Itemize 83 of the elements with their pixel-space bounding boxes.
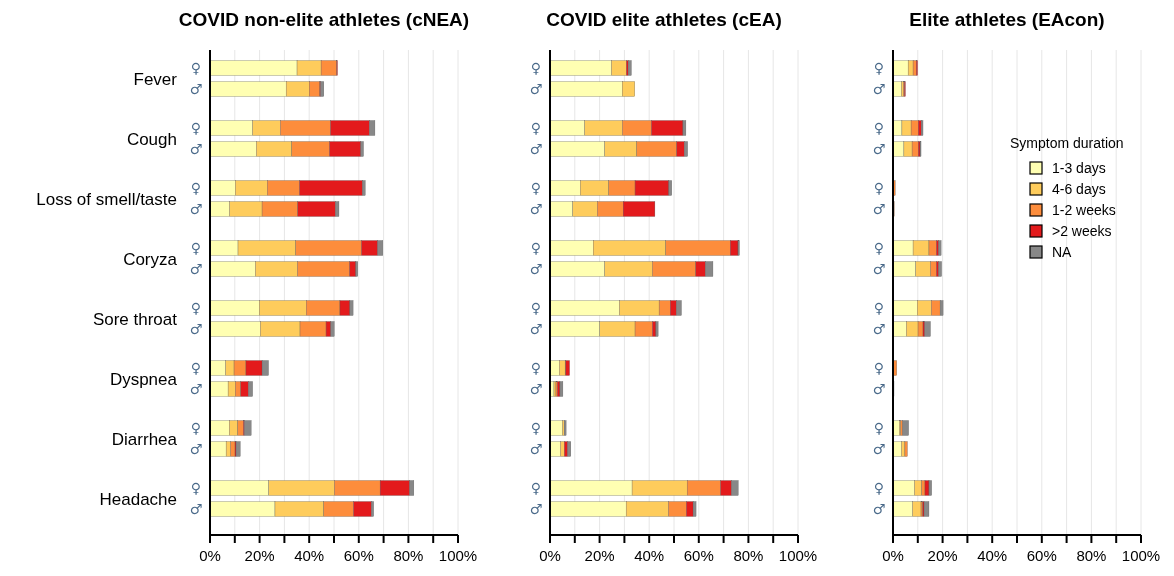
- y-tick-label: ♀: [873, 120, 885, 136]
- y-tick-label: ♂: [872, 81, 886, 97]
- y-tick-label: ♀: [190, 120, 202, 136]
- x-tick-label: 0%: [882, 547, 904, 564]
- y-tick-label: ♂: [529, 441, 543, 457]
- x-tick-label: 60%: [1026, 547, 1057, 564]
- y-tick-label: ♀: [530, 240, 542, 256]
- y-tick-label: ♂: [189, 81, 203, 97]
- text: Loss of smell/taste: [36, 189, 177, 209]
- x-tick-label: 80%: [733, 547, 764, 564]
- x-tick-label: 40%: [977, 547, 1008, 564]
- x-tick-label: 40%: [294, 547, 325, 564]
- x-tick-label: 20%: [927, 547, 958, 564]
- y-tick-label: ♂: [529, 501, 543, 517]
- y-tick-label: ♀: [873, 180, 885, 196]
- y-tick-label: ♂: [529, 201, 543, 217]
- y-tick-label: ♂: [872, 441, 886, 457]
- text: Headache: [99, 489, 177, 509]
- y-tick-label: ♀: [873, 420, 885, 436]
- y-tick-label: ♀: [530, 180, 542, 196]
- x-tick-label: 0%: [199, 547, 221, 564]
- y-tick-label: ♀: [530, 480, 542, 496]
- x-tick-label: 60%: [683, 547, 714, 564]
- text: Fever: [133, 69, 178, 89]
- y-tick-label: ♂: [189, 261, 203, 277]
- legend-label: 4-6 days: [1052, 181, 1106, 197]
- y-tick-label: ♂: [529, 321, 543, 337]
- x-tick-label: 80%: [1076, 547, 1107, 564]
- x-tick-label: 100%: [438, 547, 478, 564]
- x-tick-label: 60%: [343, 547, 374, 564]
- y-tick-label: ♀: [873, 60, 885, 76]
- chart-title: COVID non-elite athletes (cNEA): [178, 9, 470, 30]
- legend-title: Symptom duration: [1010, 135, 1124, 151]
- y-tick-label: ♀: [873, 300, 885, 316]
- y-tick-label: ♀: [190, 240, 202, 256]
- y-tick-label: ♀: [873, 360, 885, 376]
- chart-title: COVID elite athletes (cEA): [546, 9, 782, 30]
- legend-label: >2 weeks: [1052, 223, 1112, 239]
- y-tick-label: ♂: [529, 261, 543, 277]
- y-tick-label: ♀: [190, 480, 202, 496]
- y-tick-label: ♂: [529, 141, 543, 157]
- y-tick-label: ♂: [872, 261, 886, 277]
- y-tick-label: ♀: [530, 420, 542, 436]
- x-tick-label: 0%: [539, 547, 561, 564]
- y-tick-label: ♂: [189, 321, 203, 337]
- text: Cough: [126, 129, 177, 149]
- text: Dyspnea: [109, 369, 178, 389]
- text: Sore throat: [92, 309, 178, 329]
- y-tick-label: ♂: [189, 141, 203, 157]
- y-tick-label: ♂: [529, 81, 543, 97]
- y-tick-label: ♀: [190, 180, 202, 196]
- y-tick-label: ♂: [872, 321, 886, 337]
- y-tick-label: ♂: [872, 141, 886, 157]
- x-tick-label: 80%: [393, 547, 424, 564]
- y-tick-label: ♀: [530, 120, 542, 136]
- x-tick-label: 100%: [778, 547, 818, 564]
- legend-label: 1-2 weeks: [1052, 202, 1116, 218]
- y-tick-label: ♂: [189, 441, 203, 457]
- y-tick-label: ♀: [530, 360, 542, 376]
- y-tick-label: ♀: [190, 360, 202, 376]
- y-tick-label: ♂: [529, 381, 543, 397]
- x-tick-label: 100%: [1121, 547, 1161, 564]
- legend-label: 1-3 days: [1052, 160, 1106, 176]
- y-tick-label: ♂: [189, 201, 203, 217]
- y-tick-label: ♂: [872, 381, 886, 397]
- text: Coryza: [123, 249, 178, 269]
- y-tick-label: ♂: [872, 201, 886, 217]
- y-tick-label: ♀: [873, 480, 885, 496]
- chart-title: Elite athletes (EAcon): [909, 9, 1105, 30]
- y-tick-label: ♀: [873, 240, 885, 256]
- text: Diarrhea: [111, 429, 178, 449]
- y-tick-label: ♀: [190, 420, 202, 436]
- x-tick-label: 20%: [244, 547, 275, 564]
- y-tick-label: ♀: [190, 60, 202, 76]
- y-tick-label: ♂: [872, 501, 886, 517]
- y-tick-label: ♀: [530, 300, 542, 316]
- legend-label: NA: [1052, 244, 1073, 260]
- x-tick-label: 40%: [634, 547, 665, 564]
- y-tick-label: ♀: [530, 60, 542, 76]
- y-tick-label: ♀: [190, 300, 202, 316]
- x-tick-label: 20%: [584, 547, 615, 564]
- y-tick-label: ♂: [189, 381, 203, 397]
- y-tick-label: ♂: [189, 501, 203, 517]
